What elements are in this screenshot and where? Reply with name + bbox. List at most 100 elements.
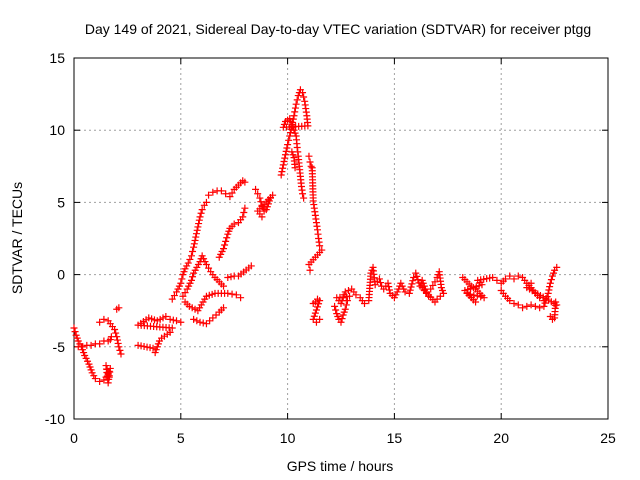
data-point xyxy=(409,277,417,285)
data-point xyxy=(187,252,195,260)
data-point xyxy=(189,273,197,281)
data-point xyxy=(338,315,346,323)
data-point xyxy=(232,291,240,299)
data-point xyxy=(306,158,314,166)
data-point xyxy=(300,194,308,202)
data-point xyxy=(187,276,195,284)
data-point xyxy=(87,341,95,349)
data-point xyxy=(205,264,213,272)
data-point xyxy=(544,289,552,297)
data-point xyxy=(192,233,200,241)
data-point xyxy=(305,260,313,268)
data-point xyxy=(315,300,323,308)
data-point xyxy=(241,178,249,186)
axis-ticks xyxy=(73,57,609,420)
data-point xyxy=(536,304,544,312)
data-point xyxy=(102,362,110,370)
data-point xyxy=(195,220,203,228)
data-point xyxy=(178,275,186,283)
data-point xyxy=(192,230,200,238)
data-point xyxy=(279,164,287,172)
data-point xyxy=(281,154,289,162)
data-point xyxy=(553,263,561,271)
data-point xyxy=(341,288,349,296)
data-point xyxy=(311,309,319,317)
data-point xyxy=(300,93,308,101)
data-point xyxy=(221,241,229,249)
data-point xyxy=(514,301,522,309)
data-point xyxy=(413,272,421,280)
data-point xyxy=(527,279,535,287)
data-point xyxy=(252,185,260,193)
data-point xyxy=(96,340,104,348)
data-point xyxy=(194,223,202,231)
data-point xyxy=(425,292,433,300)
data-point xyxy=(506,297,514,305)
data-point xyxy=(149,344,157,352)
data-point xyxy=(205,191,213,199)
data-point xyxy=(546,283,554,291)
data-point xyxy=(169,316,177,324)
x-tick-label: 20 xyxy=(493,430,509,446)
data-point xyxy=(299,190,307,198)
data-point xyxy=(331,302,339,310)
data-point xyxy=(316,297,324,305)
data-point xyxy=(414,276,422,284)
data-point xyxy=(307,162,315,170)
data-point xyxy=(489,273,497,281)
data-point xyxy=(283,144,291,152)
data-point xyxy=(477,293,485,301)
data-point xyxy=(202,260,210,268)
data-point xyxy=(473,292,481,300)
data-point xyxy=(179,292,187,300)
data-point xyxy=(224,273,232,281)
data-point xyxy=(278,168,286,176)
data-point xyxy=(545,286,553,294)
data-point xyxy=(111,325,119,333)
x-tick-label: 5 xyxy=(177,430,185,446)
data-point xyxy=(284,141,292,149)
data-point xyxy=(189,247,197,255)
x-axis-label: GPS time / hours xyxy=(287,458,394,474)
data-point xyxy=(405,289,413,297)
data-point xyxy=(480,294,488,302)
y-tick-label: 15 xyxy=(49,50,65,66)
x-tick-label: 0 xyxy=(70,430,78,446)
grid xyxy=(74,58,608,419)
data-point xyxy=(519,304,527,312)
data-point xyxy=(217,187,225,195)
data-point xyxy=(116,346,124,354)
data-point xyxy=(337,318,345,326)
data-point xyxy=(96,377,104,385)
data-point xyxy=(170,292,178,300)
data-point xyxy=(293,96,301,104)
data-point xyxy=(314,303,322,311)
data-point xyxy=(198,206,206,214)
data-point xyxy=(112,329,120,337)
data-point xyxy=(384,279,392,287)
data-point xyxy=(222,237,230,245)
data-point xyxy=(312,306,320,314)
data-point xyxy=(184,259,192,267)
data-point xyxy=(279,161,287,169)
data-point xyxy=(493,276,501,284)
data-point xyxy=(113,333,121,341)
data-point xyxy=(224,289,232,297)
data-point xyxy=(177,279,185,287)
data-point xyxy=(103,365,111,373)
data-point xyxy=(506,272,514,280)
data-point xyxy=(181,289,189,297)
data-point xyxy=(401,288,409,296)
data-point xyxy=(237,294,245,302)
data-point xyxy=(227,273,235,281)
data-point xyxy=(316,315,324,323)
data-point xyxy=(241,204,249,212)
x-tick-label: 15 xyxy=(387,430,403,446)
data-point xyxy=(247,262,255,270)
data-point xyxy=(220,304,228,312)
data-point xyxy=(410,273,418,281)
data-point xyxy=(406,286,414,294)
data-point xyxy=(407,283,415,291)
y-tick-label: -10 xyxy=(45,411,65,427)
